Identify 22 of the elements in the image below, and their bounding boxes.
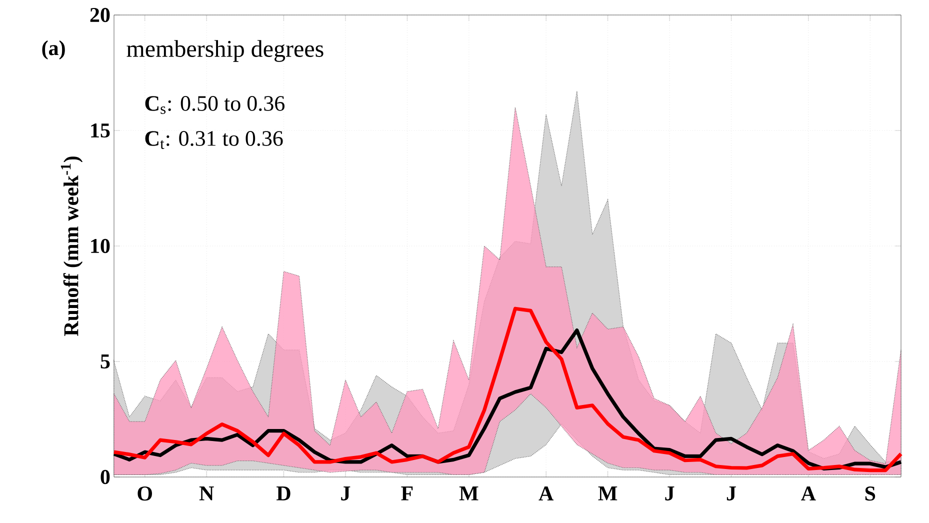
y-tick-label: 20 <box>90 8 110 22</box>
x-tick-label: A <box>538 486 554 500</box>
y-tick-label: 10 <box>91 238 110 254</box>
x-tick-label: S <box>865 486 876 501</box>
x-tick-label: J <box>665 486 674 500</box>
y-tick-label: 15 <box>91 123 110 138</box>
x-tick-label: N <box>199 486 214 500</box>
x-tick-label: A <box>801 486 816 500</box>
text: (a) <box>42 40 65 60</box>
x-tick-label: D <box>276 486 290 500</box>
annotation: C$_{s}$: 0.50 to 0.36 <box>145 96 284 114</box>
x-tick-label: O <box>138 486 152 501</box>
y-axis-title: Runoff (mm week$^{-1}$) <box>60 156 83 336</box>
annotation: C$_{t}$: 0.31 to 0.36 <box>145 131 283 149</box>
y-tick-label: 0 <box>100 470 110 484</box>
annotation: membership degrees <box>126 40 324 62</box>
y-tick-label: 5 <box>100 354 110 368</box>
x-tick-label: J <box>341 486 350 500</box>
x-tick-label: J <box>726 486 736 500</box>
x-tick-label: F <box>401 486 413 500</box>
x-tick-label: M <box>598 486 618 500</box>
x-tick-label: M <box>459 486 478 500</box>
